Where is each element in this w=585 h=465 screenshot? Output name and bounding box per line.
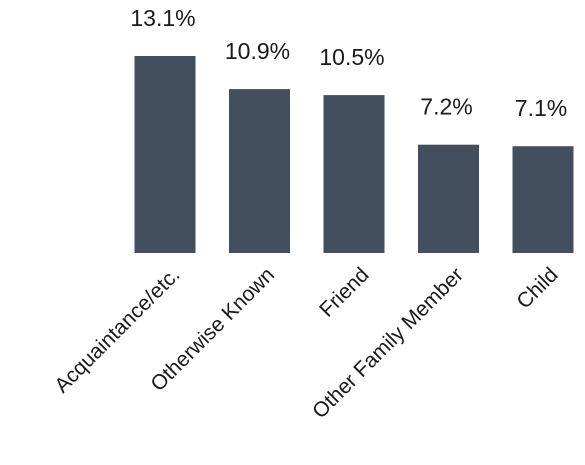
bar-4 [512,146,574,253]
value-label-3: 7.2% [420,94,472,120]
value-label-4: 7.1% [515,95,567,121]
bars-group [134,56,574,253]
value-label-1: 10.9% [225,38,290,64]
category-label-2: Friend [315,263,373,321]
bar-3 [418,144,479,253]
value-label-0: 13.1% [130,5,195,31]
category-label-4: Child [512,263,562,313]
category-labels-group: Acquaintance/etc.Otherwise Known FriendOt… [50,263,562,423]
value-label-2: 10.5% [319,44,384,70]
bar-0 [134,56,196,253]
bar-2 [323,95,385,253]
value-labels-group: 13.1% 10.9% 10.5% 7.2% 7.1% [130,5,567,121]
bar-1 [229,89,290,253]
